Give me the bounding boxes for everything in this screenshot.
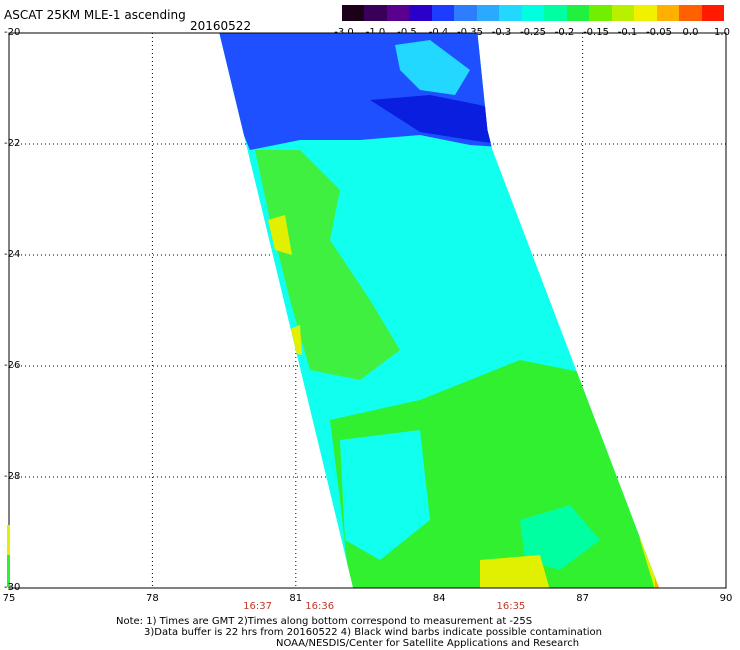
lat-tick-label: -24 <box>4 249 21 260</box>
colorbar-swatch <box>611 5 635 21</box>
swath-region-cyan-south-east <box>520 505 600 570</box>
colorbar-swatch <box>521 5 545 21</box>
swath-region-cyan-south-west <box>340 430 430 560</box>
lat-tick-label: -20 <box>4 27 21 38</box>
lat-tick-label: -22 <box>4 138 21 149</box>
swath-region-orange-cell <box>655 565 660 588</box>
colorbar-swatch <box>656 5 680 21</box>
colorbar-swatch <box>476 5 500 21</box>
pass-time-label: 16:35 <box>496 601 526 612</box>
colorbar-swatch <box>634 5 657 21</box>
lon-tick-label: 78 <box>146 593 159 604</box>
colorbar-swatch <box>544 5 567 21</box>
note-line-2: 3)Data buffer is 22 hrs from 20160522 4)… <box>144 627 602 638</box>
colorbar-swatch <box>342 5 365 21</box>
swath-region-cyan-east-strip <box>615 418 632 462</box>
swath-region-northern-blue <box>219 33 560 150</box>
swath-region-yellow-west-2 <box>288 325 302 355</box>
map-title: ASCAT 25KM MLE-1 ascending <box>4 8 186 22</box>
lat-tick-label: -26 <box>4 360 21 371</box>
lat-tick-label: -30 <box>4 582 21 593</box>
colorbar-swatch <box>589 5 612 21</box>
swath-region-cyan-intrusion <box>395 40 470 95</box>
colorbar-swatch <box>454 5 477 21</box>
swath-region-green-east <box>520 150 570 250</box>
swath-region-blue-east-strip <box>590 328 605 372</box>
colorbar-swatch <box>409 5 432 21</box>
lon-tick-label: 84 <box>432 593 446 604</box>
lon-tick-label: 81 <box>289 593 303 604</box>
lon-tick-label: 75 <box>2 593 16 604</box>
colorbar-swatch <box>386 5 410 21</box>
map-date: 20160522 <box>190 19 252 33</box>
note-line-1: Note: 1) Times are GMT 2)Times along bot… <box>116 616 533 627</box>
scatterometer-swath <box>219 33 660 588</box>
lat-tick-label: -28 <box>4 471 21 482</box>
swath-region-yellow-west-1 <box>268 215 292 255</box>
left-edge-data-strip <box>7 525 10 587</box>
swath-region-green-west <box>255 150 400 380</box>
lon-tick-label: 90 <box>719 593 733 604</box>
colorbar-swatch <box>364 5 387 21</box>
colorbar-swatch <box>701 5 724 21</box>
colorbar-swatch <box>679 5 702 21</box>
swath-region-yellow-south <box>480 555 550 588</box>
colorbar-swatch <box>566 5 590 21</box>
colorbar-swatch <box>499 5 522 21</box>
pass-time-label: 16:37 <box>243 601 272 612</box>
colorbar <box>342 5 724 21</box>
lon-tick-label: 87 <box>576 593 589 604</box>
colorbar-swatch <box>431 5 455 21</box>
map-frame <box>8 32 727 589</box>
pass-time-label: 16:36 <box>305 601 335 612</box>
note-line-3: NOAA/NESDIS/Center for Satellite Applica… <box>276 638 580 649</box>
